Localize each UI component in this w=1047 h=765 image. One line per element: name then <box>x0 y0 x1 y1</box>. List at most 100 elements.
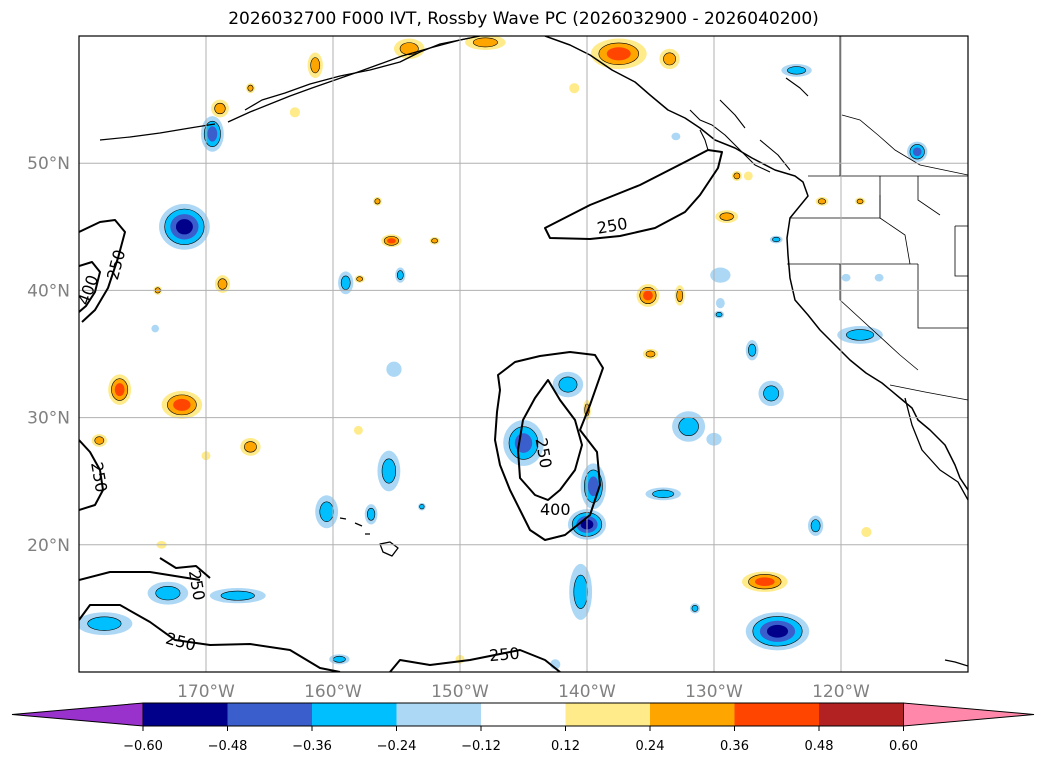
pc-contour-fill <box>214 102 226 115</box>
lon-tick-label: 120°W <box>812 682 870 702</box>
pc-negative-anomaly <box>745 340 759 361</box>
latitude-labels: 20°N 30°N 40°N 50°N <box>27 154 70 556</box>
pc-positive-anomaly <box>861 526 872 538</box>
ivt-contours <box>79 149 723 672</box>
mt-border <box>954 225 968 277</box>
pc-positive-anomaly <box>91 434 107 447</box>
pc-contour-fill <box>431 238 438 244</box>
ivt-contour-250-west-upper <box>79 219 126 323</box>
state-border-east <box>917 176 941 216</box>
pc-negative-anomaly <box>714 310 725 319</box>
colorbar-segment <box>565 703 650 726</box>
ivt-contour-250-south-east <box>389 649 561 672</box>
pc-contour-fill <box>366 507 376 521</box>
pc-negative-anomaly <box>907 141 928 162</box>
pc-contour-fill <box>244 441 257 453</box>
pc-positive-anomaly <box>569 83 580 94</box>
pc-negative-anomaly <box>315 495 339 529</box>
pc-negative-anomaly <box>395 267 406 283</box>
pc-negative-anomaly <box>710 267 731 283</box>
colorbar-extend-high <box>903 702 1035 727</box>
pc-negative-anomaly <box>672 411 706 442</box>
pc-contour-fill <box>207 126 218 142</box>
pc-contour-fill <box>573 574 588 609</box>
pc-positive-anomaly <box>642 348 659 360</box>
pc-contour-fill <box>747 343 757 357</box>
colorbar-segment <box>650 703 735 726</box>
pc-contour-fill <box>817 198 827 205</box>
pc-contour-fill <box>87 616 122 631</box>
mexico-coastline <box>944 659 968 667</box>
pc-contour-fill <box>678 417 699 436</box>
gridlines <box>79 36 968 672</box>
lon-tick-label: 130°W <box>685 682 743 702</box>
pc-contour-fill <box>340 275 351 290</box>
pc-contour-fill <box>217 278 228 290</box>
pc-negative-anomaly <box>874 273 884 282</box>
pc-positive-anomaly <box>636 284 660 307</box>
pc-negative-anomaly <box>386 361 402 377</box>
ivt-contour-250-central <box>494 351 604 541</box>
colorbar-segment <box>819 703 904 726</box>
ivt-contour-label: 250 <box>488 644 520 666</box>
colorbar: −0.60 −0.48 −0.36 −0.24 −0.12 0.12 0.24 0.36 0.4… <box>11 702 1035 754</box>
pc-negative-anomaly <box>377 450 401 492</box>
pc-contour-fill <box>94 436 105 445</box>
pc-contour-fill <box>652 489 675 499</box>
pc-contour-fill <box>387 238 396 244</box>
pc-contour-fill <box>353 425 363 435</box>
pc-positive-anomaly <box>741 571 788 592</box>
pc-contour-fill <box>175 219 193 235</box>
longitude-labels: 170°W 160°W 150°W 140°W 130°W 120°W <box>177 682 870 702</box>
colorbar-tick-label: 0.60 <box>889 739 918 754</box>
ivt-contour-400-central <box>517 379 583 501</box>
pc-contour-fill <box>643 290 653 301</box>
pc-positive-anomaly <box>289 107 300 118</box>
colorbar-segment <box>396 703 481 726</box>
lat-tick-label: 50°N <box>27 154 70 174</box>
colorbar-tick-label: 0.24 <box>636 739 665 754</box>
pc-positive-anomaly <box>240 437 261 456</box>
pc-negative-anomaly <box>781 63 812 77</box>
pc-contour-fill <box>676 289 684 302</box>
pc-contour-fill <box>710 267 731 283</box>
pc-positive-anomaly <box>246 83 255 94</box>
pc-contour-fill <box>381 458 397 484</box>
colorbar-tick-label: 0.48 <box>805 739 834 754</box>
pc-contour-fill <box>155 585 181 601</box>
pc-contour-fill <box>772 236 781 243</box>
pc-negative-anomaly <box>552 371 584 398</box>
pc-contour-fill <box>399 42 419 56</box>
pc-positive-anomaly <box>108 374 132 405</box>
colorbar-segment <box>143 703 228 726</box>
pc-contour-fill <box>173 398 191 411</box>
baja-coastline <box>904 397 968 501</box>
pc-contour-fill <box>419 504 425 510</box>
pc-positive-anomaly <box>659 48 680 70</box>
pc-negative-anomaly <box>151 324 160 333</box>
ivt-contour-250-west-mid <box>79 439 104 511</box>
canada-bc-border <box>841 114 968 176</box>
lon-tick-label: 160°W <box>304 682 362 702</box>
pc-contour-fill <box>220 590 255 601</box>
pc-contour-fill <box>151 324 160 333</box>
pc-negative-anomaly <box>329 654 350 665</box>
colorbar-tick-label: −0.48 <box>208 739 248 754</box>
pc-contour-fill <box>691 605 699 612</box>
pc-contour-fill <box>715 311 723 318</box>
colorbar-segment <box>734 703 819 726</box>
lon-tick-label: 140°W <box>558 682 616 702</box>
pc-positive-anomaly <box>854 197 866 206</box>
pc-negative-anomaly <box>503 420 544 466</box>
pc-positive-anomaly <box>373 196 382 206</box>
ivt-contour-250-northeast <box>544 149 723 240</box>
colorbar-tick-label: −0.36 <box>292 739 332 754</box>
pc-contour-fill <box>386 361 402 377</box>
pc-positive-anomaly <box>211 99 229 118</box>
pc-contour-fill <box>856 198 864 204</box>
colorbar-tick-label: 0.12 <box>551 739 580 754</box>
north-america-coastline <box>544 36 968 491</box>
pc-positive-anomaly <box>743 171 753 181</box>
pc-positive-anomaly <box>354 275 365 283</box>
